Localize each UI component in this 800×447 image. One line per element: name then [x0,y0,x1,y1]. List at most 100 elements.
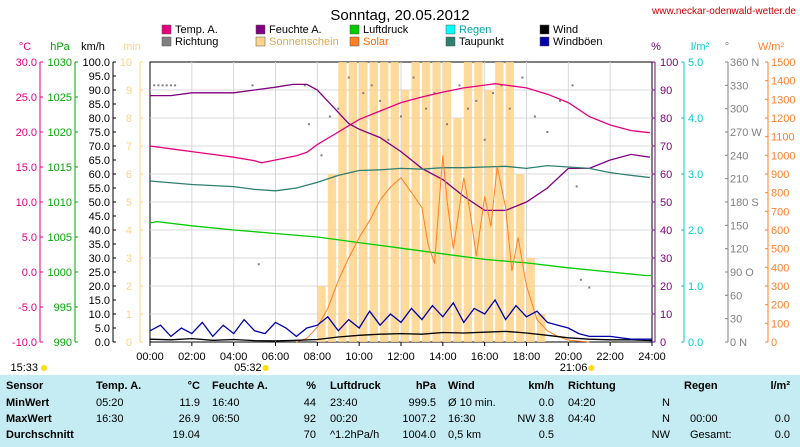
direction-point [251,84,254,87]
stats-header-hum-unit: % [306,380,316,392]
legend-label: Windböen [553,36,603,48]
axis-tick-label-solar: 1400 [771,76,795,88]
axis-tick-label-sun: 10 [120,57,132,69]
axis-tick-label-direction: 210 [730,174,748,186]
stats-cell-dir-time: 04:40 [568,413,596,425]
legend-swatch [255,36,266,47]
axis-tick-label-solar: 1100 [771,132,795,144]
axis-tick-label-wind: 100.0 [82,57,110,69]
series-line-solar [296,155,590,343]
axis-tick-label-humidity: 10 [660,309,672,321]
axis-tick-label-humidity: 60 [660,169,672,181]
axis-tick-label-humidity: 100 [660,57,678,69]
direction-point [379,99,382,102]
axis-tick-label-sun: 7 [126,141,132,153]
sunset-label: 21:06 [560,362,588,374]
stats-cell-press-val: 1007.2 [402,413,436,425]
stats-cell-press-val: 1004.0 [402,429,436,441]
axis-tick-label-wind: 20.0 [89,281,110,293]
axis-tick-label-direction: 270 W [730,127,762,139]
axis-tick-label-pressure: 1015 [48,162,72,174]
stats-cell-wind-label: 16:30 [448,413,476,425]
x-tick-label: 04:00 [220,351,248,363]
stats-row: Durchschnitt 19.04 70 ^1.2hPa/h 1004.0 0,5 km… [0,429,800,445]
stats-cell-rain-val: 0.0 [774,429,790,441]
axis-tick-label-temp: -10.0 [12,337,37,349]
axis-tick-label-rain: 4.0 [688,113,703,125]
direction-point [362,92,365,95]
direction-point [458,84,461,87]
axis-tick-label-rain: 3.0 [688,169,703,181]
direction-point [483,138,486,141]
stats-header-wind-unit: km/h [528,380,554,392]
stats-cell-hum-val: 44 [303,397,316,409]
stats-cell-rain-time: 00:00 [690,413,718,425]
chart-title: Sonntag, 20.05.2012 [330,7,469,24]
sunshine-bar [516,174,525,342]
direction-point [571,84,574,87]
direction-point [387,138,390,141]
axis-tick-label-direction: 90 O [730,267,754,279]
axis-tick-label-direction: 330 [730,80,748,92]
x-tick-label: 20:00 [555,351,583,363]
direction-point [174,84,177,87]
direction-point [492,92,495,95]
legend-label: Wind [553,24,578,36]
stats-header-temp-unit: °C [187,380,200,392]
sunshine-bar [390,62,399,342]
stats-cell-dir-val: NW [651,429,670,441]
axis-tick-label-solar: 1200 [771,113,795,125]
axis-tick-label-humidity: 70 [660,141,672,153]
axis-tick-label-solar: 0 [771,337,777,349]
stats-cell-wind-label: 0,5 km [448,429,482,441]
axis-tick-label-sun: 4 [126,225,132,237]
direction-point [307,123,310,126]
axis-tick-label-direction: 240 [730,150,748,162]
legend-swatch [161,24,172,35]
axis-tick-label-temp: 25.0 [16,92,37,104]
sunshine-bar [380,62,389,342]
legend-label: Taupunkt [459,36,504,48]
legend-swatch [539,24,550,35]
x-tick-label: 24:00 [638,351,666,363]
y-axes: 30.025.020.015.010.05.00.0-5.0-10.010301… [12,57,796,349]
stats-header-rain: Regen [684,380,718,392]
sunshine-bar [401,90,410,342]
x-tick-label: 06:00 [262,351,290,363]
stats-cell-wind-val: NW 3.8 [517,413,554,425]
stats-cell-hum-time: 06:50 [212,413,240,425]
axis-tick-label-direction: 0 N [730,337,747,349]
series-line-feuchte-a- [150,83,650,212]
series-line-temp-a- [149,83,650,164]
stats-cell-wind-val: 0.0 [538,397,554,409]
direction-point [169,84,172,87]
axis-tick-label-wind: 0.0 [95,337,110,349]
legend-swatch [445,36,456,47]
axis-tick-label-sun: 2 [126,281,132,293]
legend-swatch [539,36,550,47]
x-tick-label: 14:00 [429,351,457,363]
axis-tick-label-solar: 100 [771,318,789,330]
axis-tick-label-temp: 10.0 [16,197,37,209]
axis-tick-label-direction: 30 [730,314,742,326]
direction-point [412,76,415,79]
stats-cell-temp-val: 11.9 [179,397,200,409]
x-axis: 00:00 02:00 04:00 06:00 08:00 10:00 12:00 14:00… [136,342,666,363]
sun-events: 05:32 21:06 15:33 [10,362,595,374]
direction-point [579,278,582,281]
legend-swatch [349,24,360,35]
axis-tick-label-wind: 55.0 [89,183,110,195]
stats-header-press: Luftdruck [330,380,381,392]
x-tick-label: 10:00 [345,351,373,363]
direction-point [337,107,340,110]
axis-tick-label-solar: 600 [771,225,789,237]
direction-point [257,263,260,266]
unit-temp: °C [19,41,31,53]
direction-point [157,84,160,87]
legend-label: Luftdruck [363,24,409,36]
sunrise-icon [262,365,269,371]
axis-tick-label-humidity: 90 [660,85,672,97]
x-tick-label: 02:00 [178,351,206,363]
axis-tick-label-pressure: 1010 [48,197,72,209]
unit-pressure: hPa [50,41,70,53]
